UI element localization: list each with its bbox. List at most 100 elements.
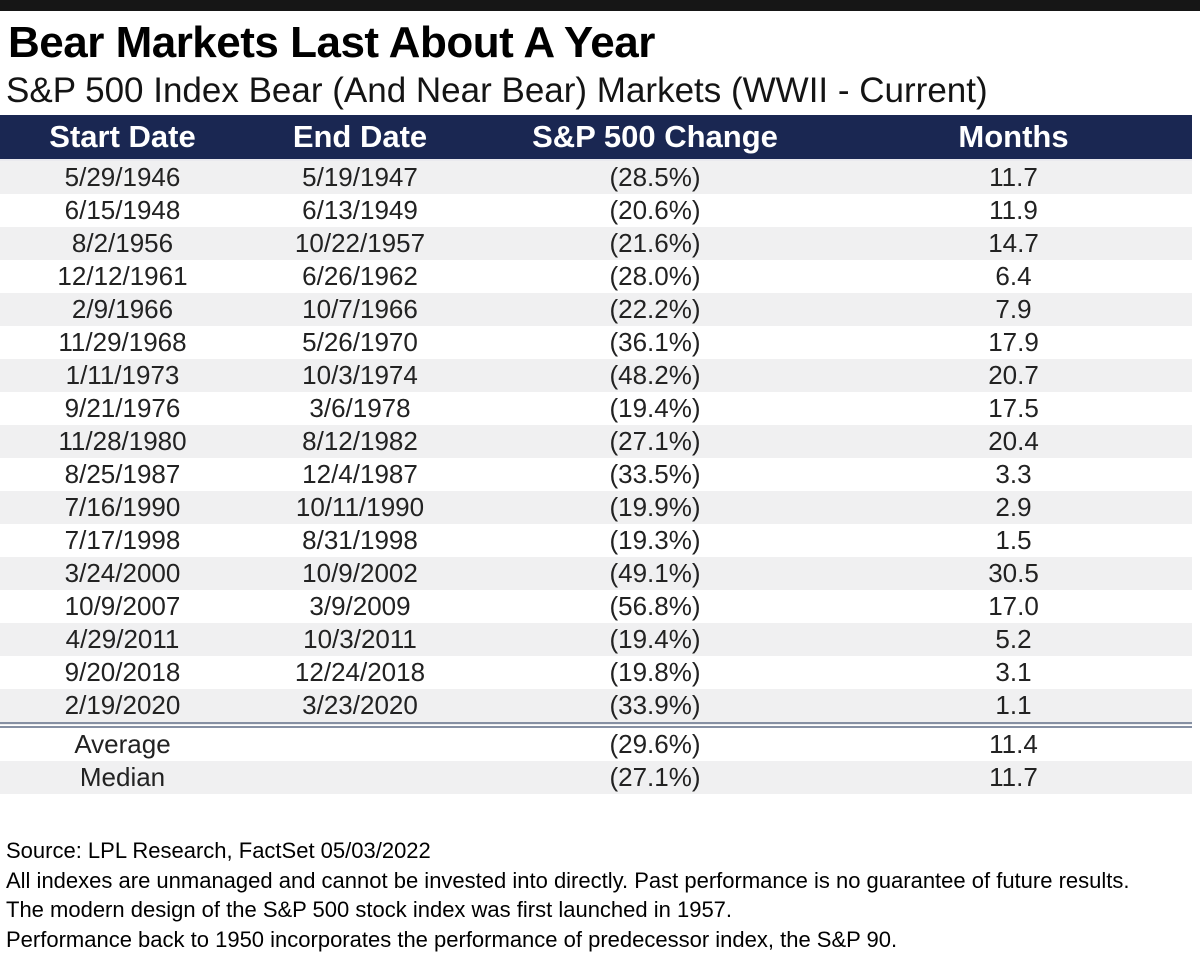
months-cell: 17.5 [835, 392, 1192, 425]
footnote-line: Source: LPL Research, FactSet 05/03/2022 [6, 836, 1200, 866]
change-cell: (19.8%) [475, 656, 835, 689]
end-date-cell: 10/3/2011 [245, 623, 475, 656]
change-cell: (19.4%) [475, 623, 835, 656]
change-cell: (36.1%) [475, 326, 835, 359]
start-date-cell: 1/11/1973 [0, 359, 245, 392]
start-date-cell: 2/19/2020 [0, 689, 245, 725]
months-cell: 17.9 [835, 326, 1192, 359]
months-cell: 1.5 [835, 524, 1192, 557]
change-cell: (28.5%) [475, 160, 835, 194]
start-date-cell: 7/17/1998 [0, 524, 245, 557]
change-cell: (19.9%) [475, 491, 835, 524]
footnote-line: The modern design of the S&P 500 stock i… [6, 895, 1200, 925]
months-cell: 6.4 [835, 260, 1192, 293]
start-date-cell: 2/9/1966 [0, 293, 245, 326]
months-cell: 11.9 [835, 194, 1192, 227]
summary-spacer-cell [245, 761, 475, 794]
end-date-cell: 10/9/2002 [245, 557, 475, 590]
end-date-cell: 10/22/1957 [245, 227, 475, 260]
summary-spacer-cell [245, 725, 475, 761]
months-cell: 20.7 [835, 359, 1192, 392]
change-cell: (28.0%) [475, 260, 835, 293]
change-cell: (22.2%) [475, 293, 835, 326]
start-date-cell: 8/25/1987 [0, 458, 245, 491]
column-header-start-date: Start Date [0, 115, 245, 160]
page-title: Bear Markets Last About A Year [8, 18, 1200, 68]
end-date-cell: 10/3/1974 [245, 359, 475, 392]
change-cell: (33.9%) [475, 689, 835, 725]
start-date-cell: 8/2/1956 [0, 227, 245, 260]
end-date-cell: 8/31/1998 [245, 524, 475, 557]
start-date-cell: 9/20/2018 [0, 656, 245, 689]
months-cell: 3.3 [835, 458, 1192, 491]
summary-label-cell: Median [0, 761, 245, 794]
months-cell: 30.5 [835, 557, 1192, 590]
change-cell: (19.3%) [475, 524, 835, 557]
summary-label-cell: Average [0, 725, 245, 761]
start-date-cell: 7/16/1990 [0, 491, 245, 524]
change-cell: (27.1%) [475, 425, 835, 458]
end-date-cell: 3/6/1978 [245, 392, 475, 425]
footnote-line: Performance back to 1950 incorporates th… [6, 925, 1200, 954]
start-date-cell: 11/28/1980 [0, 425, 245, 458]
start-date-cell: 4/29/2011 [0, 623, 245, 656]
start-date-cell: 3/24/2000 [0, 557, 245, 590]
months-cell: 14.7 [835, 227, 1192, 260]
months-cell: 20.4 [835, 425, 1192, 458]
months-cell: 11.7 [835, 761, 1192, 794]
start-date-cell: 9/21/1976 [0, 392, 245, 425]
change-cell: (29.6%) [475, 725, 835, 761]
months-cell: 5.2 [835, 623, 1192, 656]
end-date-cell: 6/26/1962 [245, 260, 475, 293]
summary-row-average: Average (29.6%)11.4 [0, 725, 1192, 761]
months-cell: 3.1 [835, 656, 1192, 689]
header-row: Start Date End Date S&P 500 Change Month… [0, 115, 1192, 160]
start-date-cell: 5/29/1946 [0, 160, 245, 194]
months-cell: 1.1 [835, 689, 1192, 725]
months-cell: 11.7 [835, 160, 1192, 194]
table-header: Start Date End Date S&P 500 Change Month… [0, 115, 1192, 160]
change-cell: (27.1%) [475, 761, 835, 794]
top-black-bar [0, 0, 1200, 11]
start-date-cell: 12/12/1961 [0, 260, 245, 293]
change-cell: (56.8%) [475, 590, 835, 623]
footnotes: Source: LPL Research, FactSet 05/03/2022… [6, 836, 1200, 954]
bear-markets-table: Start Date End Date S&P 500 Change Month… [0, 115, 1192, 794]
column-header-end-date: End Date [245, 115, 475, 160]
end-date-cell: 5/26/1970 [245, 326, 475, 359]
footnote-line: All indexes are unmanaged and cannot be … [6, 866, 1200, 896]
end-date-cell: 3/23/2020 [245, 689, 475, 725]
change-cell: (48.2%) [475, 359, 835, 392]
column-header-months: Months [835, 115, 1192, 160]
months-cell: 11.4 [835, 725, 1192, 761]
page-subtitle: S&P 500 Index Bear (And Near Bear) Marke… [6, 70, 1200, 112]
start-date-cell: 10/9/2007 [0, 590, 245, 623]
change-cell: (21.6%) [475, 227, 835, 260]
end-date-cell: 8/12/1982 [245, 425, 475, 458]
summary-row-median: Median (27.1%)11.7 [0, 761, 1192, 794]
change-cell: (33.5%) [475, 458, 835, 491]
end-date-cell: 12/4/1987 [245, 458, 475, 491]
start-date-cell: 11/29/1968 [0, 326, 245, 359]
months-cell: 2.9 [835, 491, 1192, 524]
change-cell: (20.6%) [475, 194, 835, 227]
end-date-cell: 10/7/1966 [245, 293, 475, 326]
end-date-cell: 5/19/1947 [245, 160, 475, 194]
months-cell: 7.9 [835, 293, 1192, 326]
end-date-cell: 10/11/1990 [245, 491, 475, 524]
